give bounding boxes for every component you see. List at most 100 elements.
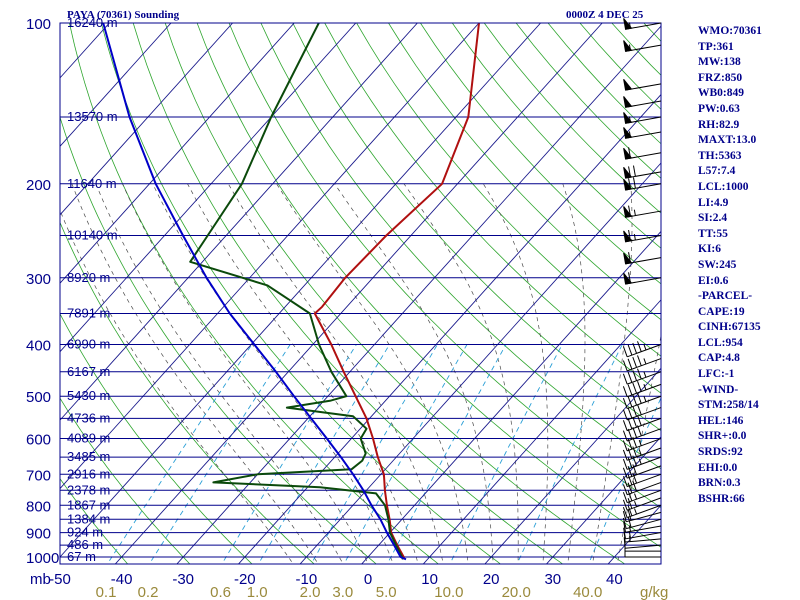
temperature-tick-label: -30 [172, 571, 194, 588]
temperature-tick-label: 20 [483, 571, 500, 588]
isotherm [60, 23, 357, 353]
wind-barb-half-flag [633, 234, 636, 241]
background-grid [0, 23, 661, 568]
dry-adiabat [132, 23, 564, 564]
height-label: 11640 m [67, 176, 117, 191]
mixing-ratio-tick-label: 1.0 [247, 584, 268, 600]
dewpoint-line [189, 23, 404, 560]
wind-barb-half-flag [643, 371, 647, 378]
wind-barb-staff [626, 511, 662, 523]
wind-barb [622, 425, 662, 442]
index-row: L57:7.4 [698, 165, 736, 178]
index-row: MW:138 [698, 56, 741, 69]
isotherm [361, 230, 661, 564]
wind-barb-pennant [623, 78, 633, 91]
wind-barb-flag [637, 404, 642, 415]
pressure-tick-label: 1000 [26, 550, 59, 567]
wind-barb-pennant [623, 96, 633, 108]
moist-adiabat [403, 183, 519, 564]
mixing-ratio-tick-label: 0.6 [210, 584, 231, 600]
pressure-tick-label: 400 [26, 338, 51, 355]
wind-barb-pennant [623, 178, 633, 191]
index-row: BRN:0.3 [698, 477, 741, 490]
temperature-tick-label: -20 [234, 571, 256, 588]
wind-barb-flag [627, 509, 632, 521]
height-label: 486 m [67, 537, 103, 552]
wind-barb-flag [622, 398, 628, 409]
isotherm [299, 162, 661, 564]
index-row: HEL:146 [698, 414, 744, 427]
isotherm [60, 23, 480, 490]
height-label: 6990 m [67, 337, 110, 352]
wind-barb-staff [625, 532, 662, 540]
wind-barb [623, 177, 662, 191]
wind-barb-staff [627, 473, 662, 488]
wind-barb-flag [628, 178, 631, 190]
wind-barb-flag [632, 356, 638, 368]
index-row: RH:82.9 [698, 118, 740, 131]
index-row: LFC:-1 [698, 368, 735, 381]
wind-barb-flag [637, 392, 642, 404]
wind-barb-flag [623, 527, 627, 539]
wind-barb-flag [622, 492, 628, 503]
wind-barb-flag [628, 166, 631, 178]
pressure-tick-label: 800 [26, 498, 51, 515]
wind-barb-flag [627, 457, 633, 468]
index-row: TH:5363 [698, 149, 742, 162]
mixing-ratio-line [257, 344, 390, 564]
wind-barb [623, 78, 662, 91]
height-label: 8920 m [67, 270, 110, 285]
wind-barb-flag [632, 480, 638, 492]
wind-barb-half-flag [628, 531, 631, 539]
moist-adiabat [227, 183, 444, 564]
index-row: TT:55 [698, 227, 728, 240]
wind-barb [622, 381, 662, 398]
wind-barb [623, 112, 662, 124]
wind-barb-half-flag [628, 525, 631, 532]
pressure-tick-label: 300 [26, 271, 51, 288]
wind-barb-flag [632, 427, 638, 438]
wind-barb-staff [627, 456, 662, 470]
moist-adiabat [483, 183, 549, 564]
index-row: CAPE:19 [698, 305, 745, 318]
plot-frame [59, 22, 662, 565]
dry-adiabat [228, 23, 661, 509]
wind-barb-flag [627, 407, 633, 419]
plot-border [59, 22, 662, 565]
moist-adiabat [95, 183, 344, 564]
wind-barb-half-flag [634, 493, 638, 500]
height-label: 1867 m [67, 497, 110, 512]
isotherm [0, 23, 48, 568]
wind-barb [622, 509, 662, 523]
pressure-tick-label: 600 [26, 432, 51, 449]
wind-barb-flag [627, 490, 633, 502]
wind-barb-staff [625, 525, 662, 533]
wind-barb [622, 392, 662, 410]
mixing-ratio-line [343, 344, 468, 564]
wind-barb-flag [632, 472, 638, 484]
wind-barb [622, 504, 662, 519]
wind-barb-staff [626, 518, 662, 530]
index-row: KI:6 [698, 243, 721, 256]
wind-barb-staff [627, 497, 662, 511]
wind-barb-flag [627, 465, 633, 477]
wind-barb [622, 355, 662, 372]
wind-barb-flag [628, 205, 631, 217]
pressure-tick-label: 500 [26, 389, 51, 406]
height-label: 16240 m [67, 15, 118, 30]
height-label: 924 m [67, 525, 103, 540]
wind-barb-flag [627, 384, 633, 396]
wind-barb-pennant [623, 230, 633, 243]
pressure-tick-label: 700 [26, 467, 51, 484]
wind-barb-half-flag [638, 458, 642, 465]
isotherm [484, 367, 661, 564]
dry-adiabat [60, 313, 253, 564]
wind-barb-flag [622, 484, 628, 495]
moist-adiabat [334, 183, 494, 564]
wind-barb [623, 40, 662, 52]
wind-barb-flag [627, 344, 633, 356]
wind-barb-pennant [623, 18, 633, 30]
wind-barb [623, 205, 662, 218]
mixing-ratio-unit-label: g/kg [640, 584, 668, 600]
